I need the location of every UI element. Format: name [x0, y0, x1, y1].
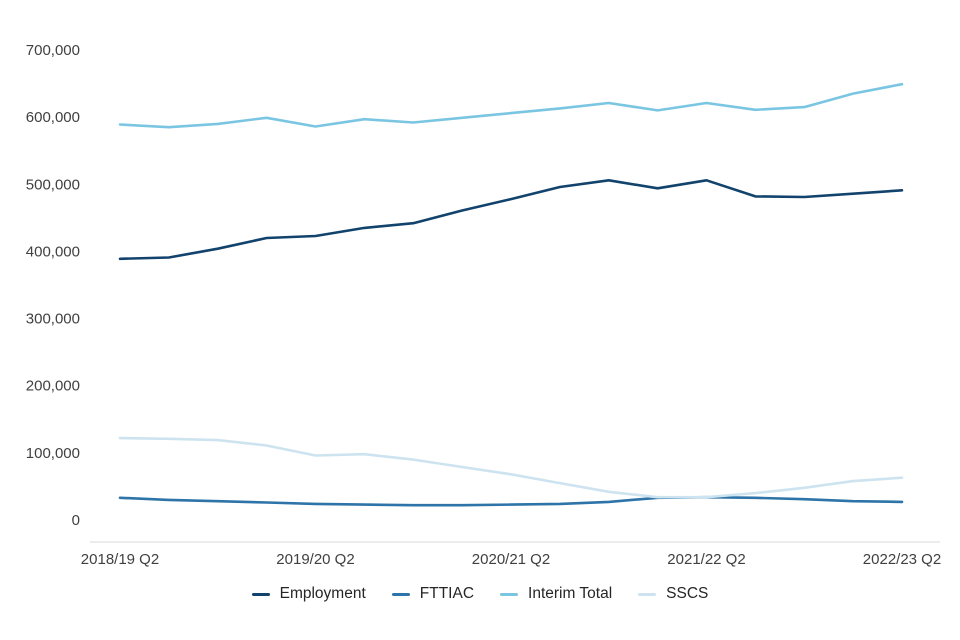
- y-axis-tick-label: 100,000: [26, 445, 80, 462]
- y-axis-tick-label: 0: [72, 512, 80, 529]
- legend-label: FTTIAC: [419, 585, 475, 602]
- x-axis-tick-label: 2021/22 Q2: [667, 551, 745, 568]
- legend-item-employment[interactable]: Employment: [251, 585, 366, 603]
- y-axis-tick-label: 200,000: [26, 378, 80, 395]
- legend-dash-icon: [251, 592, 270, 596]
- x-axis-tick-label: 2019/20 Q2: [276, 551, 354, 568]
- legend-item-sscs[interactable]: SSCS: [638, 585, 708, 603]
- y-axis-tick-label: 400,000: [26, 243, 80, 260]
- legend-item-interim-total[interactable]: Interim Total: [500, 585, 612, 603]
- x-axis-tick-label: 2020/21 Q2: [472, 551, 550, 568]
- legend-label: Interim Total: [528, 585, 613, 602]
- x-axis-tick-label: 2018/19 Q2: [81, 551, 159, 568]
- legend-dash-icon: [500, 592, 519, 596]
- plot-area: 0 100,000 200,000 300,000 400,000 500,000 600,…: [26, 42, 941, 568]
- y-axis-tick-label: 500,000: [26, 176, 80, 193]
- legend-item-fttiac[interactable]: FTTIAC: [391, 585, 475, 603]
- y-axis-tick-label: 700,000: [26, 42, 80, 59]
- legend-dash-icon: [638, 592, 657, 596]
- legend-label: Employment: [279, 585, 366, 602]
- series-line-employment: [118, 179, 904, 261]
- x-axis-tick-label: 2022/23 Q2: [863, 551, 941, 568]
- y-axis-tick-label: 300,000: [26, 311, 80, 328]
- y-axis-tick-label: 600,000: [26, 109, 80, 126]
- series-line-interim-total: [118, 82, 904, 129]
- chart-legend: Employment FTTIAC Interim Total SSCS: [0, 585, 960, 603]
- series-line-sscs: [118, 436, 904, 499]
- legend-dash-icon: [391, 592, 410, 596]
- series-line-fttiac: [118, 495, 904, 507]
- legend-label: SSCS: [666, 585, 709, 602]
